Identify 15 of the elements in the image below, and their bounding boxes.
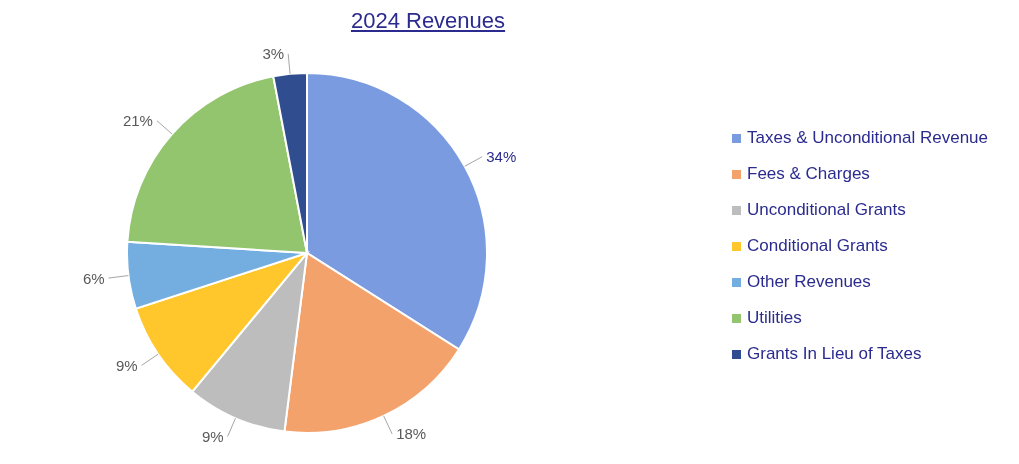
data-label: 9% [201,428,224,446]
legend-label: Fees & Charges [747,163,870,185]
legend-label: Unconditional Grants [747,199,906,221]
legend-label: Taxes & Unconditional Revenue [747,127,988,149]
data-label: 9% [115,356,138,374]
legend-label: Utilities [747,307,802,329]
legend-label: Other Revenues [747,271,871,293]
data-label: 34% [486,148,517,166]
legend-label: Grants In Lieu of Taxes [747,343,922,365]
data-label: 6% [82,269,105,287]
data-label: 18% [396,425,427,443]
data-label: 21% [122,112,153,130]
data-label: 3% [262,45,285,63]
chart-title: 2024 Revenues [349,8,507,35]
legend-label: Conditional Grants [747,235,888,257]
